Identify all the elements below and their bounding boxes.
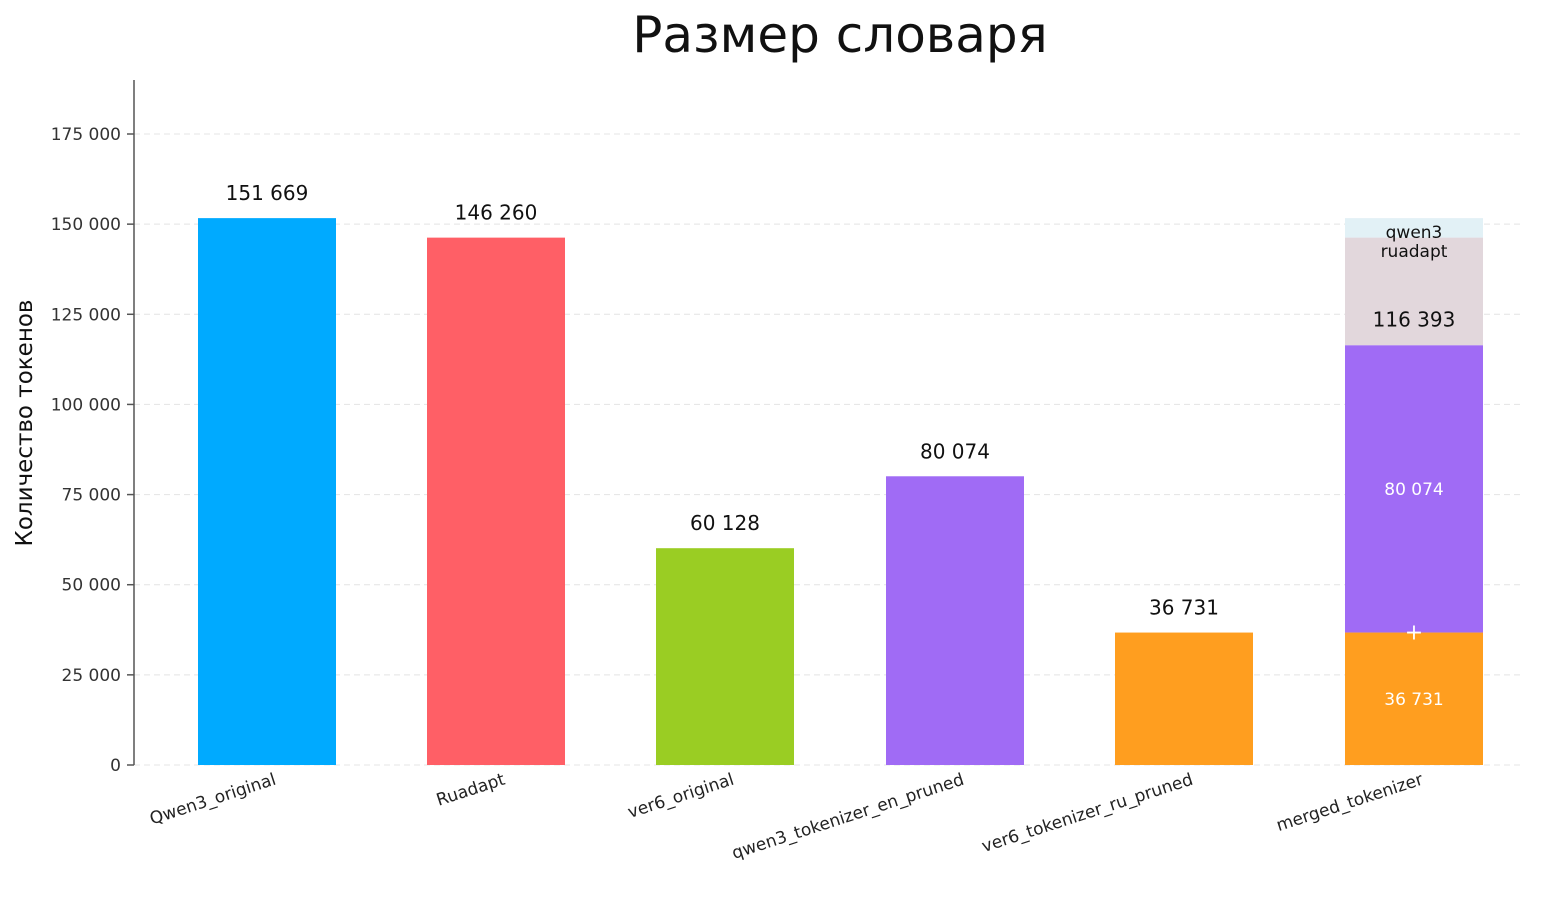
x-tick-label: merged_tokenizer	[1274, 770, 1426, 836]
y-tick-label: 175 000	[51, 125, 121, 145]
bar-Ruadapt	[427, 237, 565, 765]
en-pruned-segment-label: 80 074	[1384, 480, 1443, 500]
plus-sign: +	[1405, 621, 1423, 646]
bar-ver6_tokenizer_ru_pruned	[1115, 632, 1253, 765]
y-tick-label: 0	[110, 756, 121, 776]
ru-pruned-segment	[1345, 632, 1483, 765]
x-tick-label: Qwen3_original	[147, 770, 278, 830]
merged-tokenizer-stack: qwen3 ruadapt 116 393 80 074 36 731 +	[1345, 218, 1483, 765]
bar-value-label: 80 074	[920, 439, 990, 463]
x-tick-label: qwen3_tokenizer_en_pruned	[730, 770, 967, 864]
y-tick-label: 50 000	[62, 576, 121, 596]
grid-lines	[134, 133, 1520, 766]
x-tick-label: Ruadapt	[434, 770, 508, 811]
ru-pruned-segment-label: 36 731	[1384, 690, 1443, 710]
y-tick-label: 125 000	[51, 305, 121, 325]
x-tick-label: ver6_original	[625, 770, 736, 823]
bar-Qwen3_original	[198, 218, 336, 765]
y-tick-label: 75 000	[62, 486, 121, 506]
x-axis-ticks: Qwen3_original Ruadapt ver6_originalqwen3_…	[147, 770, 1425, 864]
bars: 151 669 146 260 60 128 80 074 36 731	[198, 181, 1253, 765]
ruadapt-reference-segment	[1345, 237, 1483, 346]
y-tick-label: 150 000	[51, 215, 121, 235]
ruadapt-annotation: ruadapt	[1381, 242, 1448, 262]
chart-title: Размер словаря	[632, 6, 1047, 64]
y-axis-label: Количество токенов	[12, 300, 38, 547]
bar-ver6_original	[656, 548, 794, 765]
qwen3-annotation: qwen3	[1386, 223, 1443, 243]
bar-value-label: 60 128	[690, 511, 760, 535]
merged-total-label: 116 393	[1373, 307, 1456, 331]
x-tick-label: ver6_tokenizer_ru_pruned	[979, 770, 1195, 857]
bar-qwen3_tokenizer_en_pruned	[886, 476, 1024, 765]
qwen3-reference-segment	[1345, 218, 1483, 238]
bar-value-label: 36 731	[1149, 596, 1219, 620]
bar-value-label: 146 260	[455, 201, 538, 225]
y-tick-label: 25 000	[62, 666, 121, 686]
en-pruned-segment	[1345, 345, 1483, 633]
bar-value-label: 151 669	[226, 181, 309, 205]
y-axis-ticks: 0 25 000 50 000 75 000 100 000 125 000 150 000…	[51, 125, 134, 776]
y-tick-label: 100 000	[51, 395, 121, 415]
